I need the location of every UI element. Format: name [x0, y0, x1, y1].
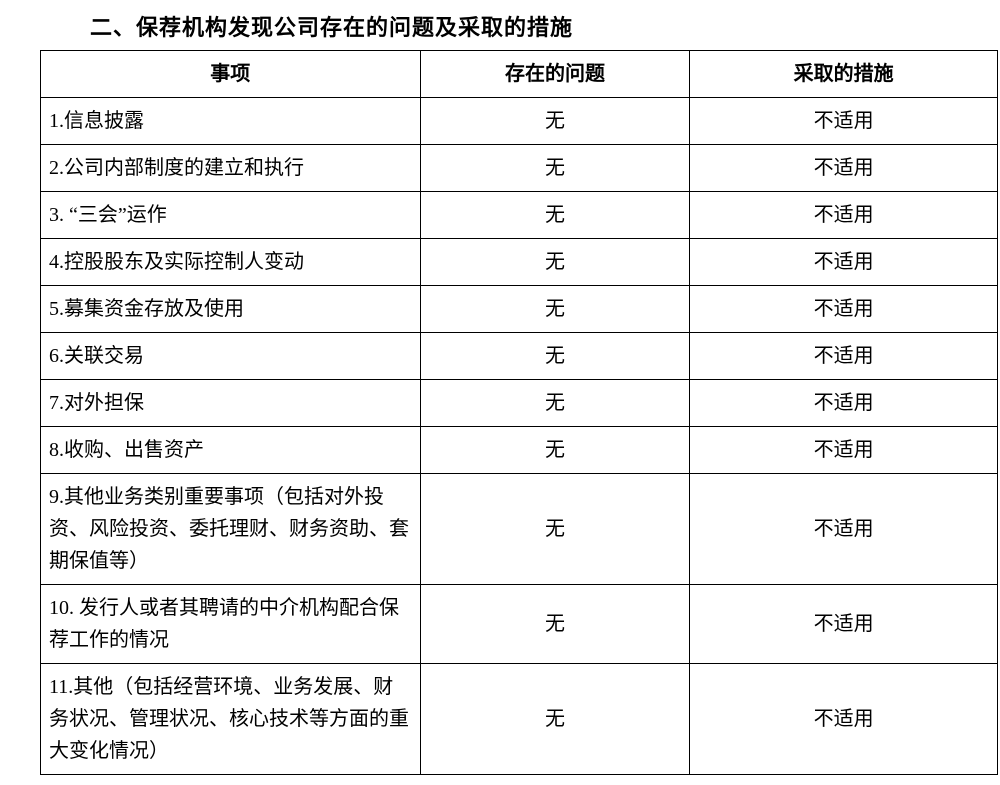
table-cell-item: 11.其他（包括经营环境、业务发展、财务状况、管理状况、核心技术等方面的重大变化… — [41, 664, 421, 775]
table-row: 8.收购、出售资产 无 不适用 — [41, 427, 998, 474]
table-row: 11.其他（包括经营环境、业务发展、财务状况、管理状况、核心技术等方面的重大变化… — [41, 664, 998, 775]
table-cell-measure: 不适用 — [690, 239, 998, 286]
table-row: 2.公司内部制度的建立和执行 无 不适用 — [41, 145, 998, 192]
table-cell-item: 10. 发行人或者其聘请的中介机构配合保荐工作的情况 — [41, 585, 421, 664]
table-cell-problem: 无 — [420, 192, 690, 239]
table-row: 7.对外担保 无 不适用 — [41, 380, 998, 427]
table-header-row: 事项 存在的问题 采取的措施 — [41, 51, 998, 98]
table-cell-problem: 无 — [420, 333, 690, 380]
table-cell-problem: 无 — [420, 286, 690, 333]
table-cell-measure: 不适用 — [690, 333, 998, 380]
table-cell-item: 3. “三会”运作 — [41, 192, 421, 239]
table-cell-item: 2.公司内部制度的建立和执行 — [41, 145, 421, 192]
table-row: 6.关联交易 无 不适用 — [41, 333, 998, 380]
table-row: 4.控股股东及实际控制人变动 无 不适用 — [41, 239, 998, 286]
table-cell-measure: 不适用 — [690, 145, 998, 192]
table-cell-measure: 不适用 — [690, 585, 998, 664]
table-cell-measure: 不适用 — [690, 192, 998, 239]
table-cell-item: 4.控股股东及实际控制人变动 — [41, 239, 421, 286]
table-cell-item: 7.对外担保 — [41, 380, 421, 427]
table-row: 3. “三会”运作 无 不适用 — [41, 192, 998, 239]
table-header-problem: 存在的问题 — [420, 51, 690, 98]
table-header-item: 事项 — [41, 51, 421, 98]
table-cell-item: 9.其他业务类别重要事项（包括对外投资、风险投资、委托理财、财务资助、套期保值等… — [41, 474, 421, 585]
issues-table: 事项 存在的问题 采取的措施 1.信息披露 无 不适用 2.公司内部制度的建立和… — [40, 50, 998, 775]
table-cell-problem: 无 — [420, 239, 690, 286]
table-cell-problem: 无 — [420, 664, 690, 775]
table-cell-item: 8.收购、出售资产 — [41, 427, 421, 474]
table-cell-problem: 无 — [420, 98, 690, 145]
table-cell-item: 5.募集资金存放及使用 — [41, 286, 421, 333]
table-cell-problem: 无 — [420, 474, 690, 585]
table-cell-measure: 不适用 — [690, 98, 998, 145]
table-cell-problem: 无 — [420, 380, 690, 427]
table-row: 5.募集资金存放及使用 无 不适用 — [41, 286, 998, 333]
section-title: 二、保荐机构发现公司存在的问题及采取的措施 — [90, 10, 980, 42]
table-cell-measure: 不适用 — [690, 474, 998, 585]
table-cell-item: 6.关联交易 — [41, 333, 421, 380]
table-header-measure: 采取的措施 — [690, 51, 998, 98]
table-cell-problem: 无 — [420, 585, 690, 664]
table-cell-problem: 无 — [420, 427, 690, 474]
table-cell-item: 1.信息披露 — [41, 98, 421, 145]
table-row: 10. 发行人或者其聘请的中介机构配合保荐工作的情况 无 不适用 — [41, 585, 998, 664]
table-cell-measure: 不适用 — [690, 664, 998, 775]
table-cell-measure: 不适用 — [690, 427, 998, 474]
table-cell-problem: 无 — [420, 145, 690, 192]
table-cell-measure: 不适用 — [690, 380, 998, 427]
table-cell-measure: 不适用 — [690, 286, 998, 333]
table-row: 1.信息披露 无 不适用 — [41, 98, 998, 145]
table-row: 9.其他业务类别重要事项（包括对外投资、风险投资、委托理财、财务资助、套期保值等… — [41, 474, 998, 585]
